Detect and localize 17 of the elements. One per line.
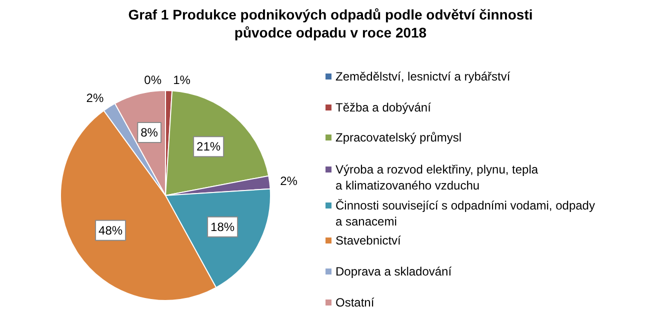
chart-title: Graf 1 Produkce podnikových odpadů podle odvětví činnosti původce odpadu v roce 2018 (128, 6, 533, 40)
legend-label: Ostatní (336, 296, 375, 310)
legend-label: Doprava a skladování (336, 264, 452, 278)
data-label: 2% (280, 174, 298, 188)
legend-label: Výroba a rozvod elektřiny, plynu, tepla a klimatizovaného vzduchu (336, 162, 538, 193)
legend-label: Zpracovatelský průmysl (336, 130, 462, 144)
legend-label: Těžba a dobývání (336, 100, 432, 114)
text: 0% (144, 73, 162, 87)
legend-label: Stavebnictví (336, 234, 402, 248)
data-label: 48% (98, 223, 123, 238)
data-label: 21% (196, 140, 221, 154)
data-label: 1% (173, 73, 191, 88)
data-label: 2% (86, 90, 104, 105)
data-label: 18% (210, 220, 235, 234)
legend-label: Zemědělství, lesnictví a rybářství (336, 70, 511, 84)
legend-label: Činnosti související s odpadními vodami, odpady a sanacemi (336, 198, 595, 229)
data-label: 8% (140, 125, 158, 140)
